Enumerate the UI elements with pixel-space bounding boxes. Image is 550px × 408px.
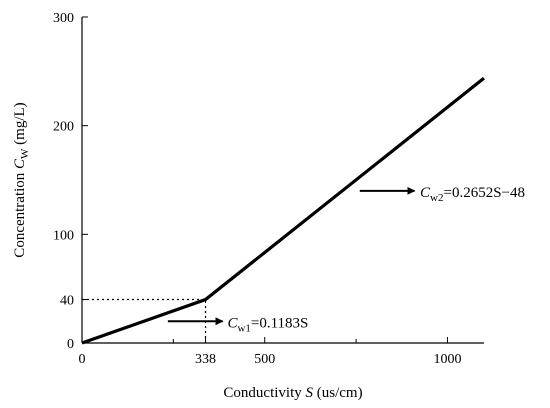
x-tick-label: 500	[254, 352, 275, 367]
y-tick-label: 300	[53, 11, 74, 26]
y-axis-label: Concentration CW (mg/L)	[12, 102, 31, 257]
x-tick-label: 338	[195, 352, 216, 367]
x-axis-label: Conductivity S (us/cm)	[223, 385, 362, 401]
x-tick-label: 0	[79, 352, 86, 367]
axis-labels: Conductivity S (us/cm) Concentration CW (…	[12, 102, 363, 401]
axes: 0 40 100 200 300 0 338 500 1000	[53, 11, 484, 367]
y-tick-label: 200	[53, 120, 74, 135]
x-tick-label: 1000	[433, 352, 461, 367]
y-tick-label: 0	[67, 337, 74, 352]
y-tick-label: 40	[60, 294, 74, 309]
series	[81, 76, 485, 345]
annotation-formula: Cw2=0.2652S−48	[420, 185, 525, 204]
y-tick-label: 100	[53, 228, 74, 243]
annotations: Cw1=0.1183S Cw2=0.2652S−48	[167, 185, 525, 334]
series-line	[81, 76, 485, 345]
annotation-formula: Cw1=0.1183S	[227, 315, 308, 334]
